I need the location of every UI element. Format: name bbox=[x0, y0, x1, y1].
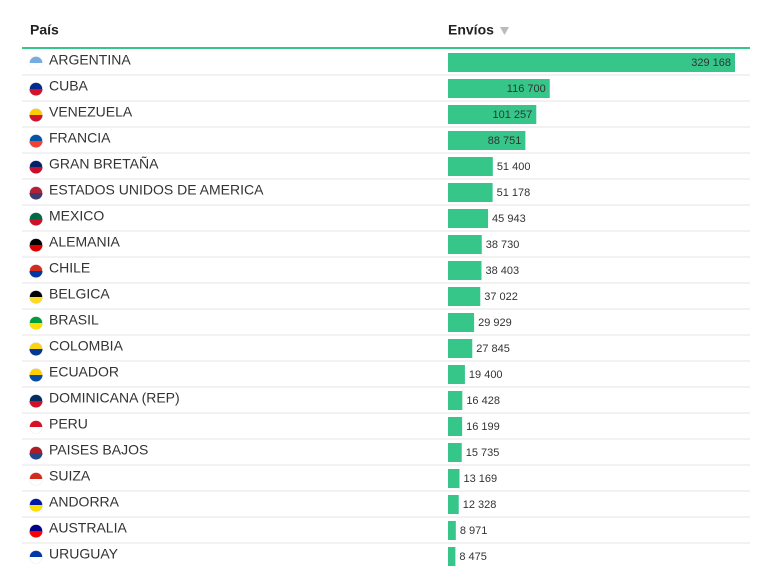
value-label: 13 169 bbox=[463, 473, 497, 485]
value-label: 329 168 bbox=[691, 57, 731, 69]
bar bbox=[448, 417, 463, 436]
country-name: ALEMANIA bbox=[49, 234, 120, 250]
bar bbox=[448, 261, 482, 280]
flag bbox=[29, 89, 43, 96]
country-name: ESTADOS UNIDOS DE AMERICA bbox=[49, 182, 264, 198]
bar bbox=[448, 287, 481, 306]
country-name: SUIZA bbox=[49, 468, 91, 484]
country-name: ANDORRA bbox=[49, 494, 120, 510]
bar bbox=[448, 495, 459, 514]
bar bbox=[448, 547, 456, 566]
bar bbox=[448, 313, 475, 332]
value-header: Envíos bbox=[448, 22, 494, 38]
value-label: 38 403 bbox=[485, 265, 519, 277]
country-name: AUSTRALIA bbox=[49, 520, 127, 536]
value-label: 29 929 bbox=[478, 317, 512, 329]
country-name: CHILE bbox=[49, 260, 90, 276]
country-name: CUBA bbox=[49, 78, 89, 94]
flag bbox=[29, 297, 43, 304]
bar bbox=[448, 365, 465, 384]
value-label: 51 178 bbox=[497, 187, 531, 199]
flag bbox=[29, 531, 43, 538]
bar bbox=[448, 339, 473, 358]
bar bbox=[448, 469, 460, 488]
country-name: ARGENTINA bbox=[49, 52, 131, 68]
value-label: 16 428 bbox=[466, 395, 500, 407]
value-label: 116 700 bbox=[507, 83, 546, 95]
value-label: 51 400 bbox=[497, 161, 531, 173]
bar bbox=[448, 391, 463, 410]
country-name: MEXICO bbox=[49, 208, 104, 224]
category-header: País bbox=[30, 22, 59, 38]
country-name: BELGICA bbox=[49, 286, 110, 302]
bar bbox=[448, 105, 537, 124]
value-label: 27 845 bbox=[476, 343, 510, 355]
flag bbox=[29, 115, 43, 122]
bar bbox=[448, 521, 456, 540]
flag bbox=[29, 193, 43, 200]
value-label: 8 971 bbox=[460, 525, 488, 537]
country-name: VENEZUELA bbox=[49, 104, 133, 120]
country-name: GRAN BRETAÑA bbox=[49, 156, 159, 172]
value-label: 88 751 bbox=[488, 135, 522, 147]
bar bbox=[448, 131, 526, 150]
flag bbox=[29, 349, 43, 356]
value-label: 8 475 bbox=[459, 551, 487, 563]
flag bbox=[29, 219, 43, 226]
country-name: URUGUAY bbox=[49, 546, 119, 562]
flag bbox=[29, 401, 43, 408]
value-label: 12 328 bbox=[463, 499, 497, 511]
value-label: 15 735 bbox=[466, 447, 500, 459]
value-label: 45 943 bbox=[492, 213, 526, 225]
bar bbox=[448, 235, 482, 254]
flag bbox=[29, 271, 43, 278]
flag bbox=[29, 375, 43, 382]
flag bbox=[29, 141, 43, 148]
flag bbox=[29, 323, 43, 330]
value-label: 16 199 bbox=[466, 421, 500, 433]
bar bbox=[448, 209, 489, 228]
value-label: 19 400 bbox=[469, 369, 503, 381]
bar bbox=[448, 443, 462, 462]
country-name: BRASIL bbox=[49, 312, 99, 328]
bar bbox=[448, 183, 493, 202]
bar bbox=[448, 79, 550, 98]
country-name: COLOMBIA bbox=[49, 338, 124, 354]
flag bbox=[29, 427, 43, 434]
bar bbox=[448, 53, 735, 72]
country-name: FRANCIA bbox=[49, 130, 111, 146]
flag bbox=[29, 63, 43, 70]
sort-icon[interactable] bbox=[500, 27, 509, 35]
country-name: PAISES BAJOS bbox=[49, 442, 148, 458]
flag bbox=[29, 479, 43, 486]
value-label: 37 022 bbox=[484, 291, 518, 303]
country-name: PERU bbox=[49, 416, 88, 432]
flag bbox=[29, 557, 43, 564]
bar bbox=[448, 157, 493, 176]
value-label: 101 257 bbox=[493, 109, 533, 121]
flag bbox=[29, 245, 43, 252]
flag bbox=[29, 505, 43, 512]
country-name: ECUADOR bbox=[49, 364, 119, 380]
flag bbox=[29, 453, 43, 460]
country-name: DOMINICANA (REP) bbox=[49, 390, 180, 406]
flag bbox=[29, 167, 43, 174]
value-label: 38 730 bbox=[486, 239, 520, 251]
